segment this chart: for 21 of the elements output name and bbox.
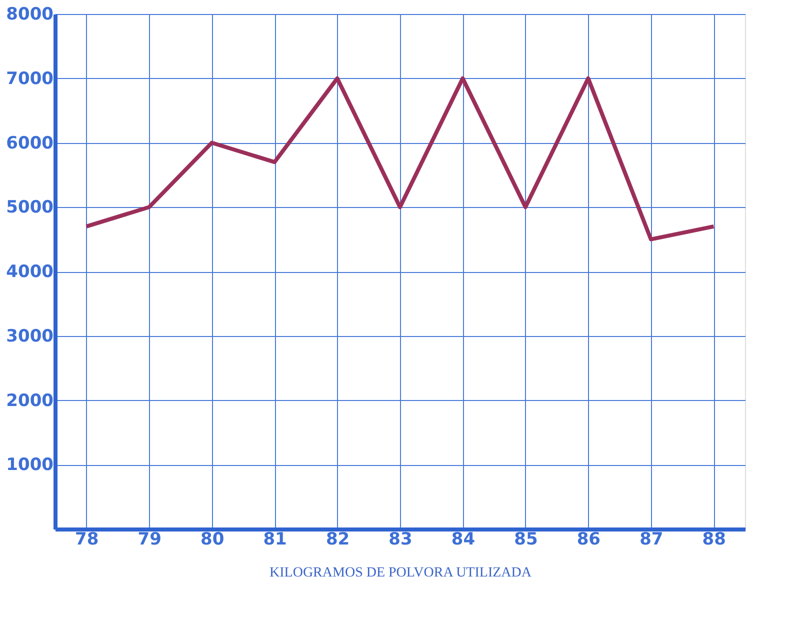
- x-tick-label: 85: [514, 530, 538, 550]
- x-tick-label: 79: [138, 530, 162, 550]
- y-tick-label: 1000: [6, 455, 54, 476]
- x-tick-label: 81: [263, 530, 287, 550]
- y-tick-label: 4000: [6, 262, 54, 282]
- x-tick-label: 83: [388, 530, 412, 550]
- y-tick-label: 7000: [6, 68, 54, 89]
- x-tick-label: 88: [702, 530, 726, 550]
- y-tick-label: 3000: [6, 326, 54, 346]
- y-tick-label: 6000: [6, 133, 54, 154]
- y-tick-label: 8000: [6, 4, 54, 24]
- x-tick-label: 87: [640, 530, 664, 550]
- y-tick-label: 2000: [6, 390, 54, 411]
- x-tick-label: 78: [75, 530, 99, 550]
- y-tick-label: 5000: [6, 198, 54, 218]
- x-tick-label: 80: [200, 530, 224, 550]
- x-tick-label: 86: [576, 530, 601, 550]
- x-tick-label: 82: [326, 530, 350, 550]
- x-axis-title: KILOGRAMOS DE POLVORA UTILIZADA: [270, 566, 532, 580]
- line-series: [84, 76, 716, 242]
- x-tick-label: 84: [451, 530, 476, 550]
